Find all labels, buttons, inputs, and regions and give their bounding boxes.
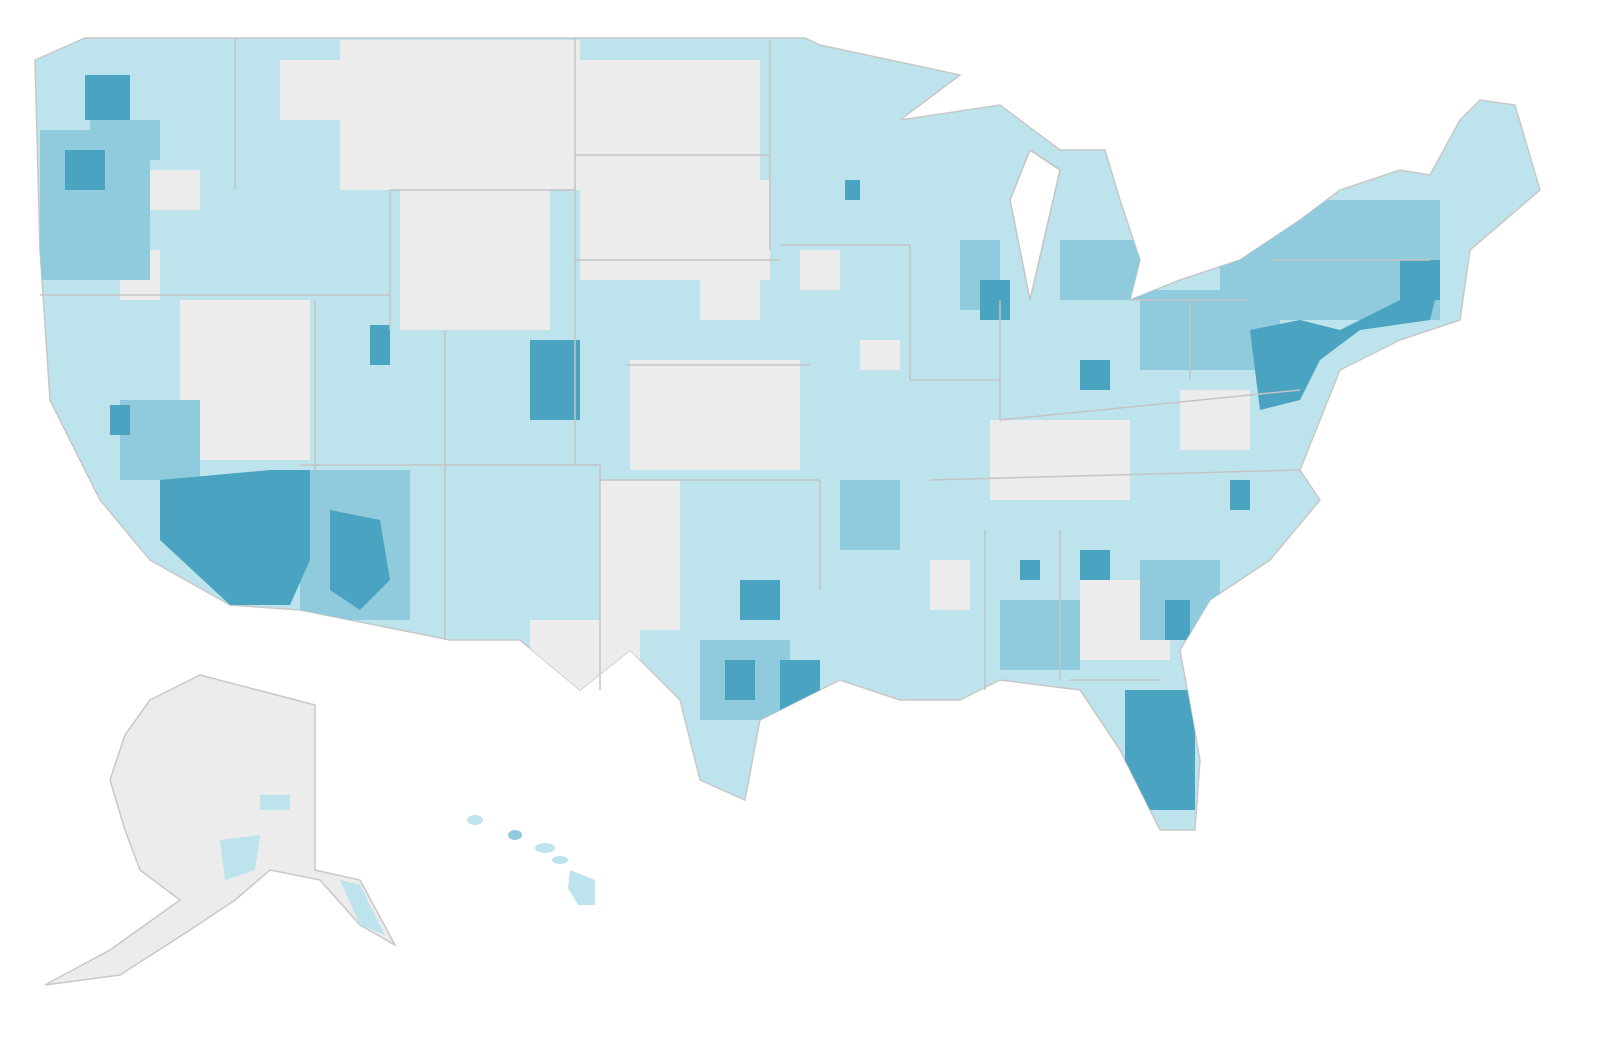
alaska-interior [260, 795, 290, 810]
alaska-south [220, 835, 260, 880]
low-counties [120, 40, 1250, 690]
alaska-shape [44, 674, 397, 986]
alaska [44, 674, 397, 986]
mainland [34, 37, 1541, 831]
alaska-panhandle [340, 880, 385, 935]
high-counties [65, 75, 1440, 810]
county-fills [40, 40, 1440, 810]
state-borders [40, 38, 1430, 690]
hawaii [467, 815, 595, 905]
